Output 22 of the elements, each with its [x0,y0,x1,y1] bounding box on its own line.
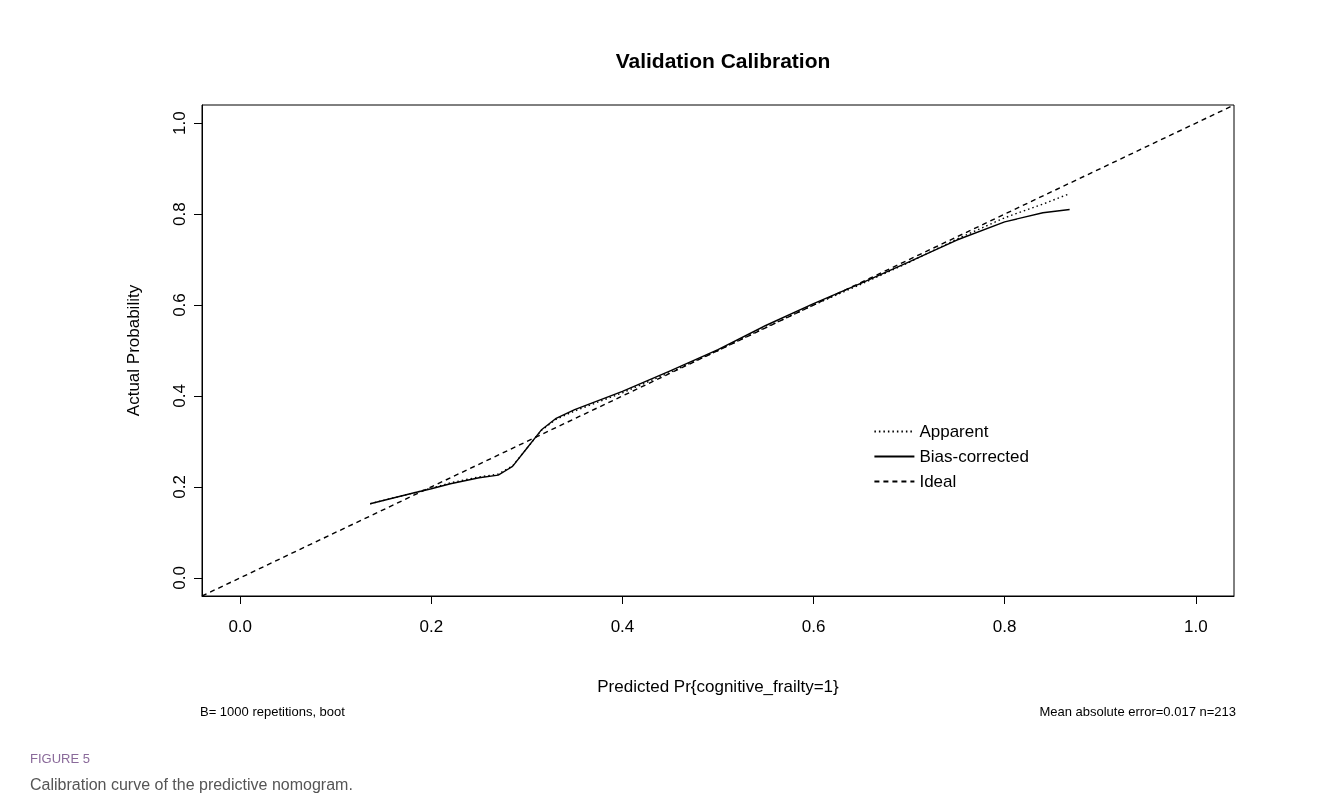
x-tick-label: 0.0 [228,617,253,636]
text: Mean absolute error=0.017 n=213 [1039,704,1237,719]
text: B= 1000 repetitions, boot [200,704,346,719]
legend-label: Bias-corrected [919,447,1030,466]
y-tick-label: 1.0 [170,111,189,136]
x-tick-label: 0.6 [801,617,826,636]
y-tick-label: 0.4 [170,384,189,408]
chart-title: Validation Calibration [615,49,831,72]
legend-label: Ideal [919,472,957,491]
x-tick-label: 0.8 [992,617,1017,636]
y-tick-label: 0.6 [170,293,189,317]
text: Calibration curve of the predictive nomogram. [30,775,353,793]
x-tick-label: 0.2 [419,617,444,636]
x-tick-label: 1.0 [1183,617,1208,636]
x-axis-title: Predicted Pr{cognitive_frailty=1} [597,677,840,696]
caption: FIGURE 5 [30,751,90,766]
y-axis-title: Actual Probability [124,284,143,417]
legend-label: Apparent [919,422,989,441]
x-tick-label: 0.4 [610,617,635,636]
y-tick-label: 0.8 [170,202,189,226]
y-tick-label: 0.2 [170,475,189,499]
y-tick-label: 0.0 [170,565,189,590]
